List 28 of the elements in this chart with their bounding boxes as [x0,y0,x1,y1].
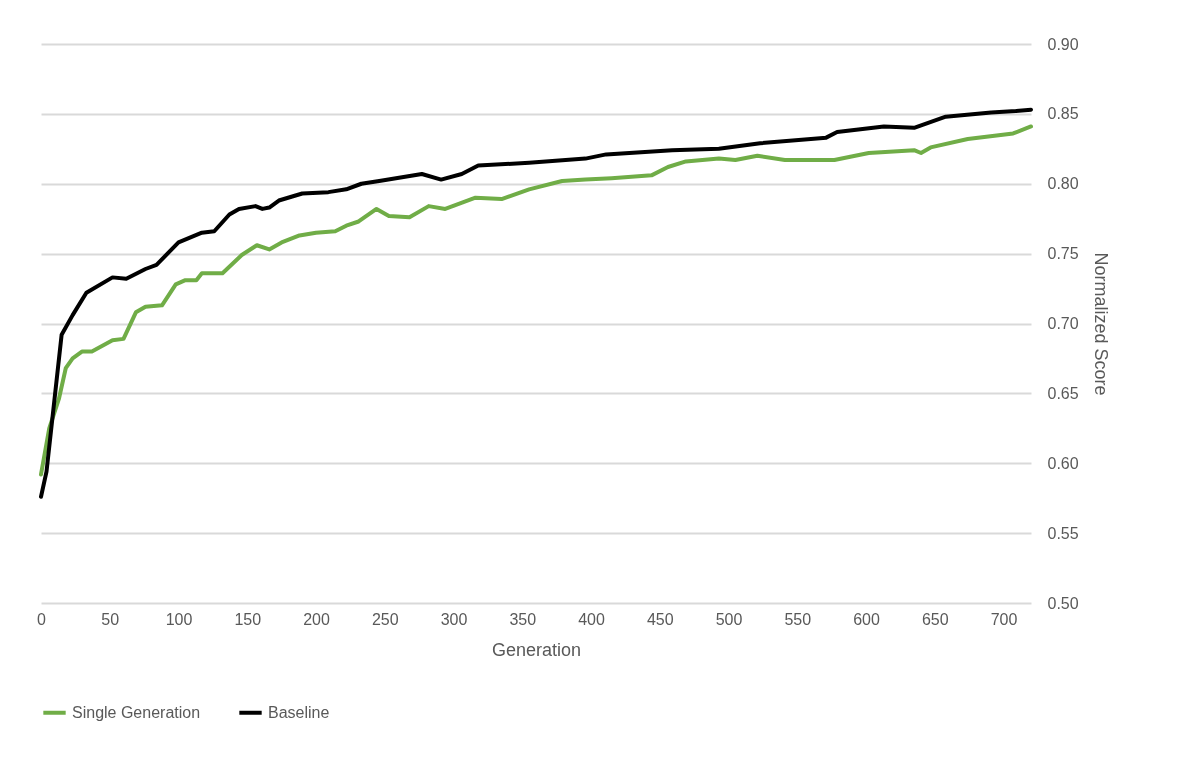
x-tick-label: 600 [853,610,880,628]
x-axis-title: Generation [491,639,582,660]
y-tick-label: 0.60 [1047,454,1079,472]
x-tick-label: 350 [509,610,537,628]
x-tick-label: 550 [784,610,812,628]
y-tick-label: 0.55 [1047,524,1079,542]
legend-label: Single Generation [72,703,201,721]
x-tick-label: 50 [101,610,120,628]
x-tick-label: 200 [303,610,330,628]
x-tick-label: 150 [234,610,262,628]
x-tick-label: 450 [646,610,674,628]
x-tick-label: 500 [715,610,743,628]
x-tick-label: 250 [371,610,399,628]
legend-label: Baseline [268,703,330,721]
x-tick-label: 300 [440,610,468,628]
y-tick-label: 0.75 [1047,245,1079,263]
y-tick-label: 0.50 [1047,594,1079,612]
x-tick-label: 650 [921,610,949,628]
y-tick-label: 0.90 [1047,35,1079,53]
x-tick-label: 100 [165,610,193,628]
y-axis-title: Normalized Score [1090,252,1111,396]
y-tick-label: 0.80 [1047,175,1079,193]
y-tick-label: 0.65 [1047,384,1079,402]
x-tick-label: 0 [37,610,47,628]
x-tick-label: 400 [578,610,605,628]
x-tick-label: 700 [990,610,1018,628]
y-tick-label: 0.70 [1047,315,1079,332]
y-tick-label: 0.85 [1047,105,1079,123]
